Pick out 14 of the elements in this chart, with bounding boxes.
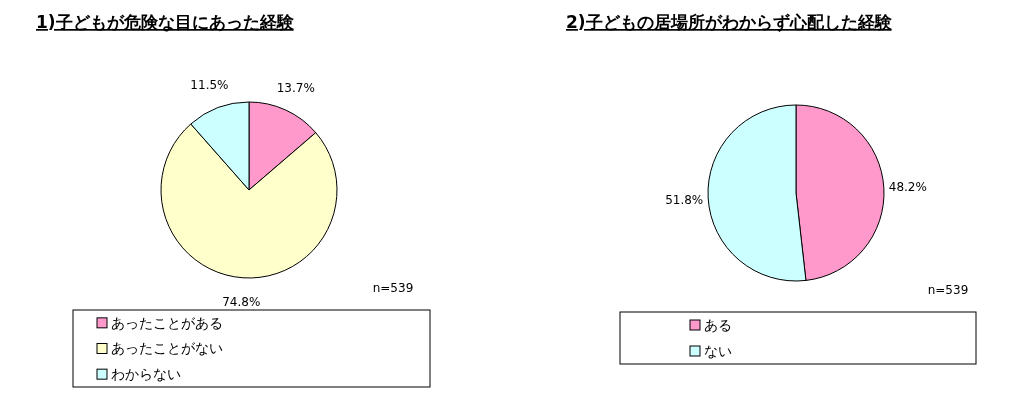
data-label: 51.8% [665,192,704,207]
legend-label: ある [704,316,732,333]
legend-label: あったことがない [111,340,223,357]
data-label: 74.8% [222,294,261,309]
text: n=539 [927,283,969,297]
legend-label: ない [704,342,732,359]
chart-title: 1)子どもが危険な目にあった経験 [36,12,295,32]
data-label: 13.7% [276,81,315,96]
legend-label: あったことがある [111,314,223,331]
text: n=539 [372,281,414,295]
legend-label: わからない [111,366,181,383]
data-label: 48.2% [888,179,927,194]
data-label: 11.5% [190,78,229,93]
chart-title: 2)子どもの居場所がわからず心配した経験 [566,12,893,32]
